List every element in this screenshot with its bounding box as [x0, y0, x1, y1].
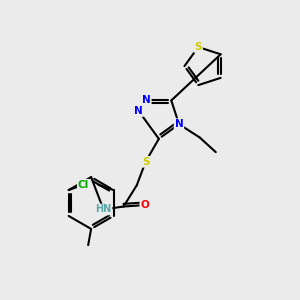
- Text: Cl: Cl: [78, 180, 89, 190]
- Text: N: N: [142, 95, 151, 106]
- Text: S: S: [142, 157, 149, 167]
- Text: HN: HN: [95, 205, 112, 214]
- Text: N: N: [134, 106, 143, 116]
- Text: O: O: [140, 200, 149, 210]
- Text: N: N: [175, 119, 183, 129]
- Text: S: S: [194, 42, 202, 52]
